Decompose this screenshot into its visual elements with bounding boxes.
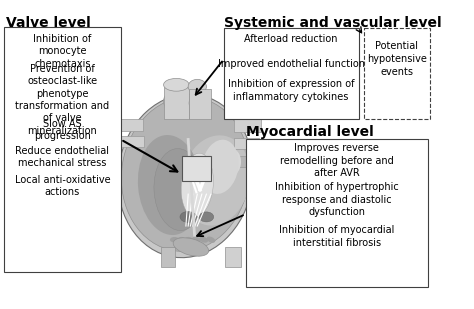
Text: Valve level: Valve level [6,16,91,31]
Ellipse shape [192,237,201,243]
Bar [120,32,265,289]
Ellipse shape [188,79,206,94]
Ellipse shape [170,237,179,243]
Text: Improves reverse
remodelling before and
after AVR: Improves reverse remodelling before and … [280,143,393,178]
Text: Slow AS
progression: Slow AS progression [34,119,91,141]
Bar [234,156,257,167]
Ellipse shape [219,149,248,194]
Text: Afterload reduction: Afterload reduction [245,34,338,44]
Ellipse shape [180,211,196,222]
Ellipse shape [164,90,189,112]
Text: Potential
hypotensive
events: Potential hypotensive events [367,41,427,78]
Ellipse shape [177,237,186,243]
Ellipse shape [189,93,211,113]
Ellipse shape [207,237,215,243]
Text: Improved endothelial function: Improved endothelial function [218,59,365,69]
Ellipse shape [181,135,250,226]
FancyBboxPatch shape [246,139,428,287]
Ellipse shape [184,237,193,243]
FancyBboxPatch shape [224,28,358,119]
Bar [117,119,143,131]
Bar [164,87,189,119]
Bar [234,138,259,149]
Text: Inhibition of expression of
inflammatory cytokines: Inhibition of expression of inflammatory… [228,79,355,102]
Ellipse shape [152,110,206,142]
Ellipse shape [121,97,249,251]
Ellipse shape [199,212,214,222]
Bar [161,247,175,267]
Ellipse shape [199,237,208,243]
Text: Local anti-oxidative
actions: Local anti-oxidative actions [15,175,110,197]
Ellipse shape [181,153,213,217]
Ellipse shape [201,140,238,194]
Ellipse shape [154,149,204,231]
Text: Prevention of
osteoclast-like
phenotype
transformation and
of valve
mineralizati: Prevention of osteoclast-like phenotype … [15,64,109,136]
Bar [225,247,241,267]
Ellipse shape [164,78,189,91]
Bar [189,89,211,119]
Ellipse shape [173,238,209,256]
Ellipse shape [118,94,253,258]
FancyBboxPatch shape [4,28,121,272]
Ellipse shape [221,149,241,176]
Bar [182,156,211,181]
Text: Inhibition of
monocyte
chemotaxis: Inhibition of monocyte chemotaxis [33,34,91,69]
Bar [120,136,144,147]
Text: Systemic and vascular level: Systemic and vascular level [224,15,441,30]
Text: Inhibition of myocardial
interstitial fibrosis: Inhibition of myocardial interstitial fi… [279,225,394,248]
Text: Myocardial level: Myocardial level [246,125,374,139]
Bar [234,119,261,132]
Text: Reduce endothelial
mechanical stress: Reduce endothelial mechanical stress [16,146,109,168]
Text: Inhibition of hypertrophic
response and diastolic
dysfunction: Inhibition of hypertrophic response and … [275,182,399,217]
FancyBboxPatch shape [364,28,429,119]
Ellipse shape [138,135,202,235]
